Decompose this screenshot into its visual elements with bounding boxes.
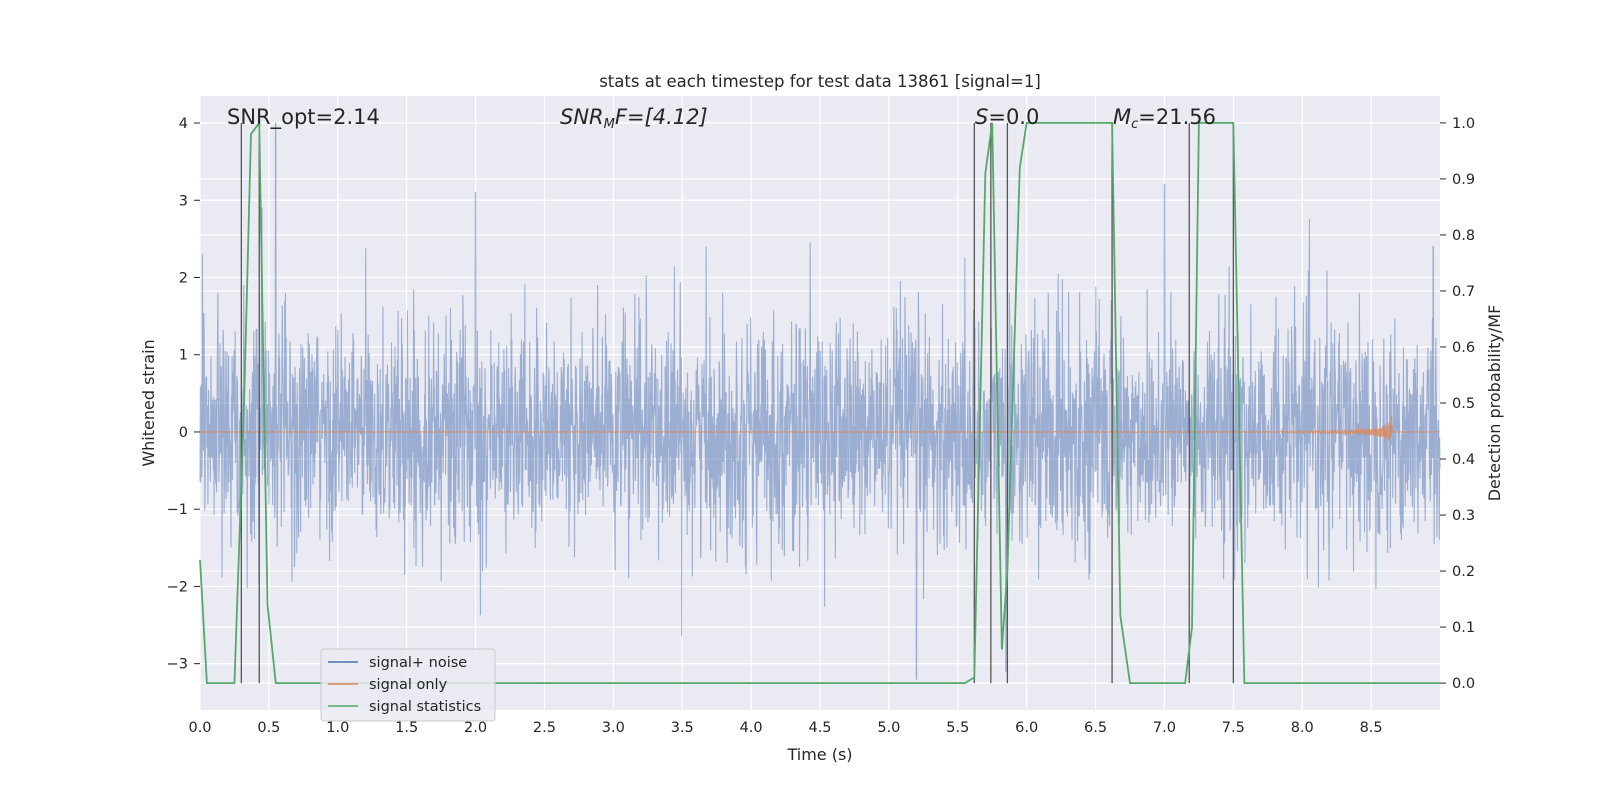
y2-tick-label: 0.5	[1452, 396, 1475, 412]
y2-axis-label: Detection probability/MF	[1485, 305, 1504, 502]
y-tick-label: 0	[179, 425, 188, 441]
legend: signal+ noise signal only signal statist…	[320, 648, 496, 722]
x-axis-label: Time (s)	[786, 745, 852, 764]
x-tick-label: 3.5	[671, 720, 694, 736]
annotation-snr-mf-sub: M	[604, 117, 615, 132]
x-tick-label: 0.5	[257, 720, 280, 736]
annotation-snr-mf: SNRMF=[4.12]	[560, 105, 708, 132]
x-tick-label: 0.0	[188, 720, 211, 736]
x-tick-label: 6.5	[1084, 720, 1107, 736]
signal-statistics-series	[199, 120, 1440, 685]
annotation-s-main: S	[975, 105, 988, 129]
y2-axis-ticks: 0.0 0.1 0.2 0.3 0.4 0.5 0.6 0.7 0.8 0.9 1.0	[1440, 116, 1475, 692]
x-tick-label: 5.5	[946, 720, 969, 736]
annotation-mc: Mc=21.56	[1113, 105, 1216, 132]
y2-tick-label: 0.4	[1452, 452, 1475, 468]
y-tick-label: 1	[179, 348, 188, 364]
chart-title: stats at each timestep for test data 138…	[599, 72, 1041, 91]
x-axis-ticks: 0.0 0.5 1.0 1.5 2.0 2.5 3.0 3.5 4.0 4.5 5.0 5.5 6.0 6…	[188, 720, 1382, 736]
x-tick-label: 1.5	[395, 720, 418, 736]
x-tick-label: 1.0	[326, 720, 349, 736]
annotation-mc-sub: c	[1131, 117, 1138, 132]
y-tick-label: 3	[179, 193, 188, 209]
legend-box	[320, 648, 496, 722]
annotation-mc-rest: =21.56	[1138, 105, 1216, 129]
y-tick-label: 2	[179, 270, 188, 286]
x-tick-label: 2.5	[533, 720, 556, 736]
legend-label-signal-noise: signal+ noise	[369, 655, 467, 671]
x-tick-label: 8.0	[1291, 720, 1314, 736]
y-tick-label: 4	[179, 116, 188, 132]
y2-tick-label: 0.6	[1452, 340, 1475, 356]
y2-tick-label: 0.8	[1452, 228, 1475, 244]
x-tick-label: 4.5	[808, 720, 831, 736]
y2-tick-label: 1.0	[1452, 116, 1475, 132]
annotation-snr-mf-base: SNR	[560, 105, 604, 129]
annotation-mc-main: M	[1113, 105, 1131, 129]
x-tick-label: 6.0	[1015, 720, 1038, 736]
annotation-s-rest: =0.0	[988, 105, 1039, 129]
annotation-s: S=0.0	[975, 105, 1039, 129]
x-tick-label: 4.0	[740, 720, 763, 736]
x-tick-label: 7.5	[1222, 720, 1245, 736]
x-tick-label: 8.5	[1360, 720, 1383, 736]
annotation-snr-mf-rest: F=[4.12]	[615, 105, 708, 129]
y2-tick-label: 0.2	[1452, 564, 1475, 580]
legend-label-signal-statistics: signal statistics	[369, 699, 481, 715]
y-tick-label: −3	[167, 657, 188, 673]
y2-tick-label: 0.0	[1452, 676, 1475, 692]
y2-tick-label: 0.7	[1452, 284, 1475, 300]
y-tick-label: −2	[167, 579, 188, 595]
signal-statistics-line	[199, 120, 1440, 685]
x-tick-label: 7.0	[1153, 720, 1176, 736]
x-tick-label: 2.0	[464, 720, 487, 736]
y-axis-ticks: −3 −2 −1 0 1 2 3 4	[167, 116, 200, 673]
y2-tick-label: 0.1	[1452, 620, 1475, 636]
y2-tick-label: 0.9	[1452, 172, 1475, 188]
x-tick-label: 5.0	[877, 720, 900, 736]
y-tick-label: −1	[167, 502, 188, 518]
y2-tick-label: 0.3	[1452, 508, 1475, 524]
annotation-snr-opt: SNR_opt=2.14	[227, 105, 380, 130]
legend-label-signal-only: signal only	[369, 677, 448, 693]
y-axis-label: Whitened strain	[139, 339, 158, 466]
vertical-marker-lines	[240, 122, 1234, 684]
x-tick-label: 3.0	[602, 720, 625, 736]
